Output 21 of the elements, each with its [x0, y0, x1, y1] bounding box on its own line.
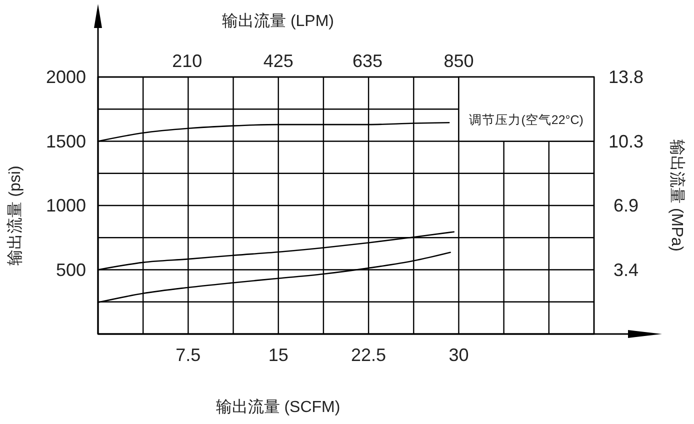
x-tick-label: 30 [448, 345, 469, 365]
y-tick-label: 500 [56, 260, 86, 280]
x2-tick-label: 425 [263, 51, 294, 71]
y-tick-label: 2000 [46, 67, 86, 87]
y-tick-label: 1500 [46, 131, 86, 152]
x2-tick-label: 635 [352, 51, 383, 71]
x2-tick-label: 850 [444, 51, 474, 71]
x-tick-label: 22.5 [351, 345, 386, 365]
y2-tick-label: 13.8 [608, 67, 644, 87]
x-axis-title: 输出流量 (SCFM) [216, 398, 340, 416]
y-tick-label: 1000 [46, 196, 86, 216]
y-axis-title: 输出流量 (psi) [6, 166, 24, 266]
x-tick-label: 15 [268, 345, 288, 365]
annotation: 调节压力(空气22°C) [469, 113, 584, 127]
y2-tick-label: 10.3 [608, 131, 644, 152]
y2-axis-title: 输出流量 (MPa) [668, 140, 686, 252]
y2-tick-label: 6.9 [613, 196, 639, 216]
x2-axis-title: 输出流量 (LPM) [222, 12, 334, 30]
x2-tick-label: 210 [172, 51, 202, 71]
y2-tick-label: 3.4 [613, 260, 639, 280]
x-tick-label: 7.5 [176, 345, 201, 365]
